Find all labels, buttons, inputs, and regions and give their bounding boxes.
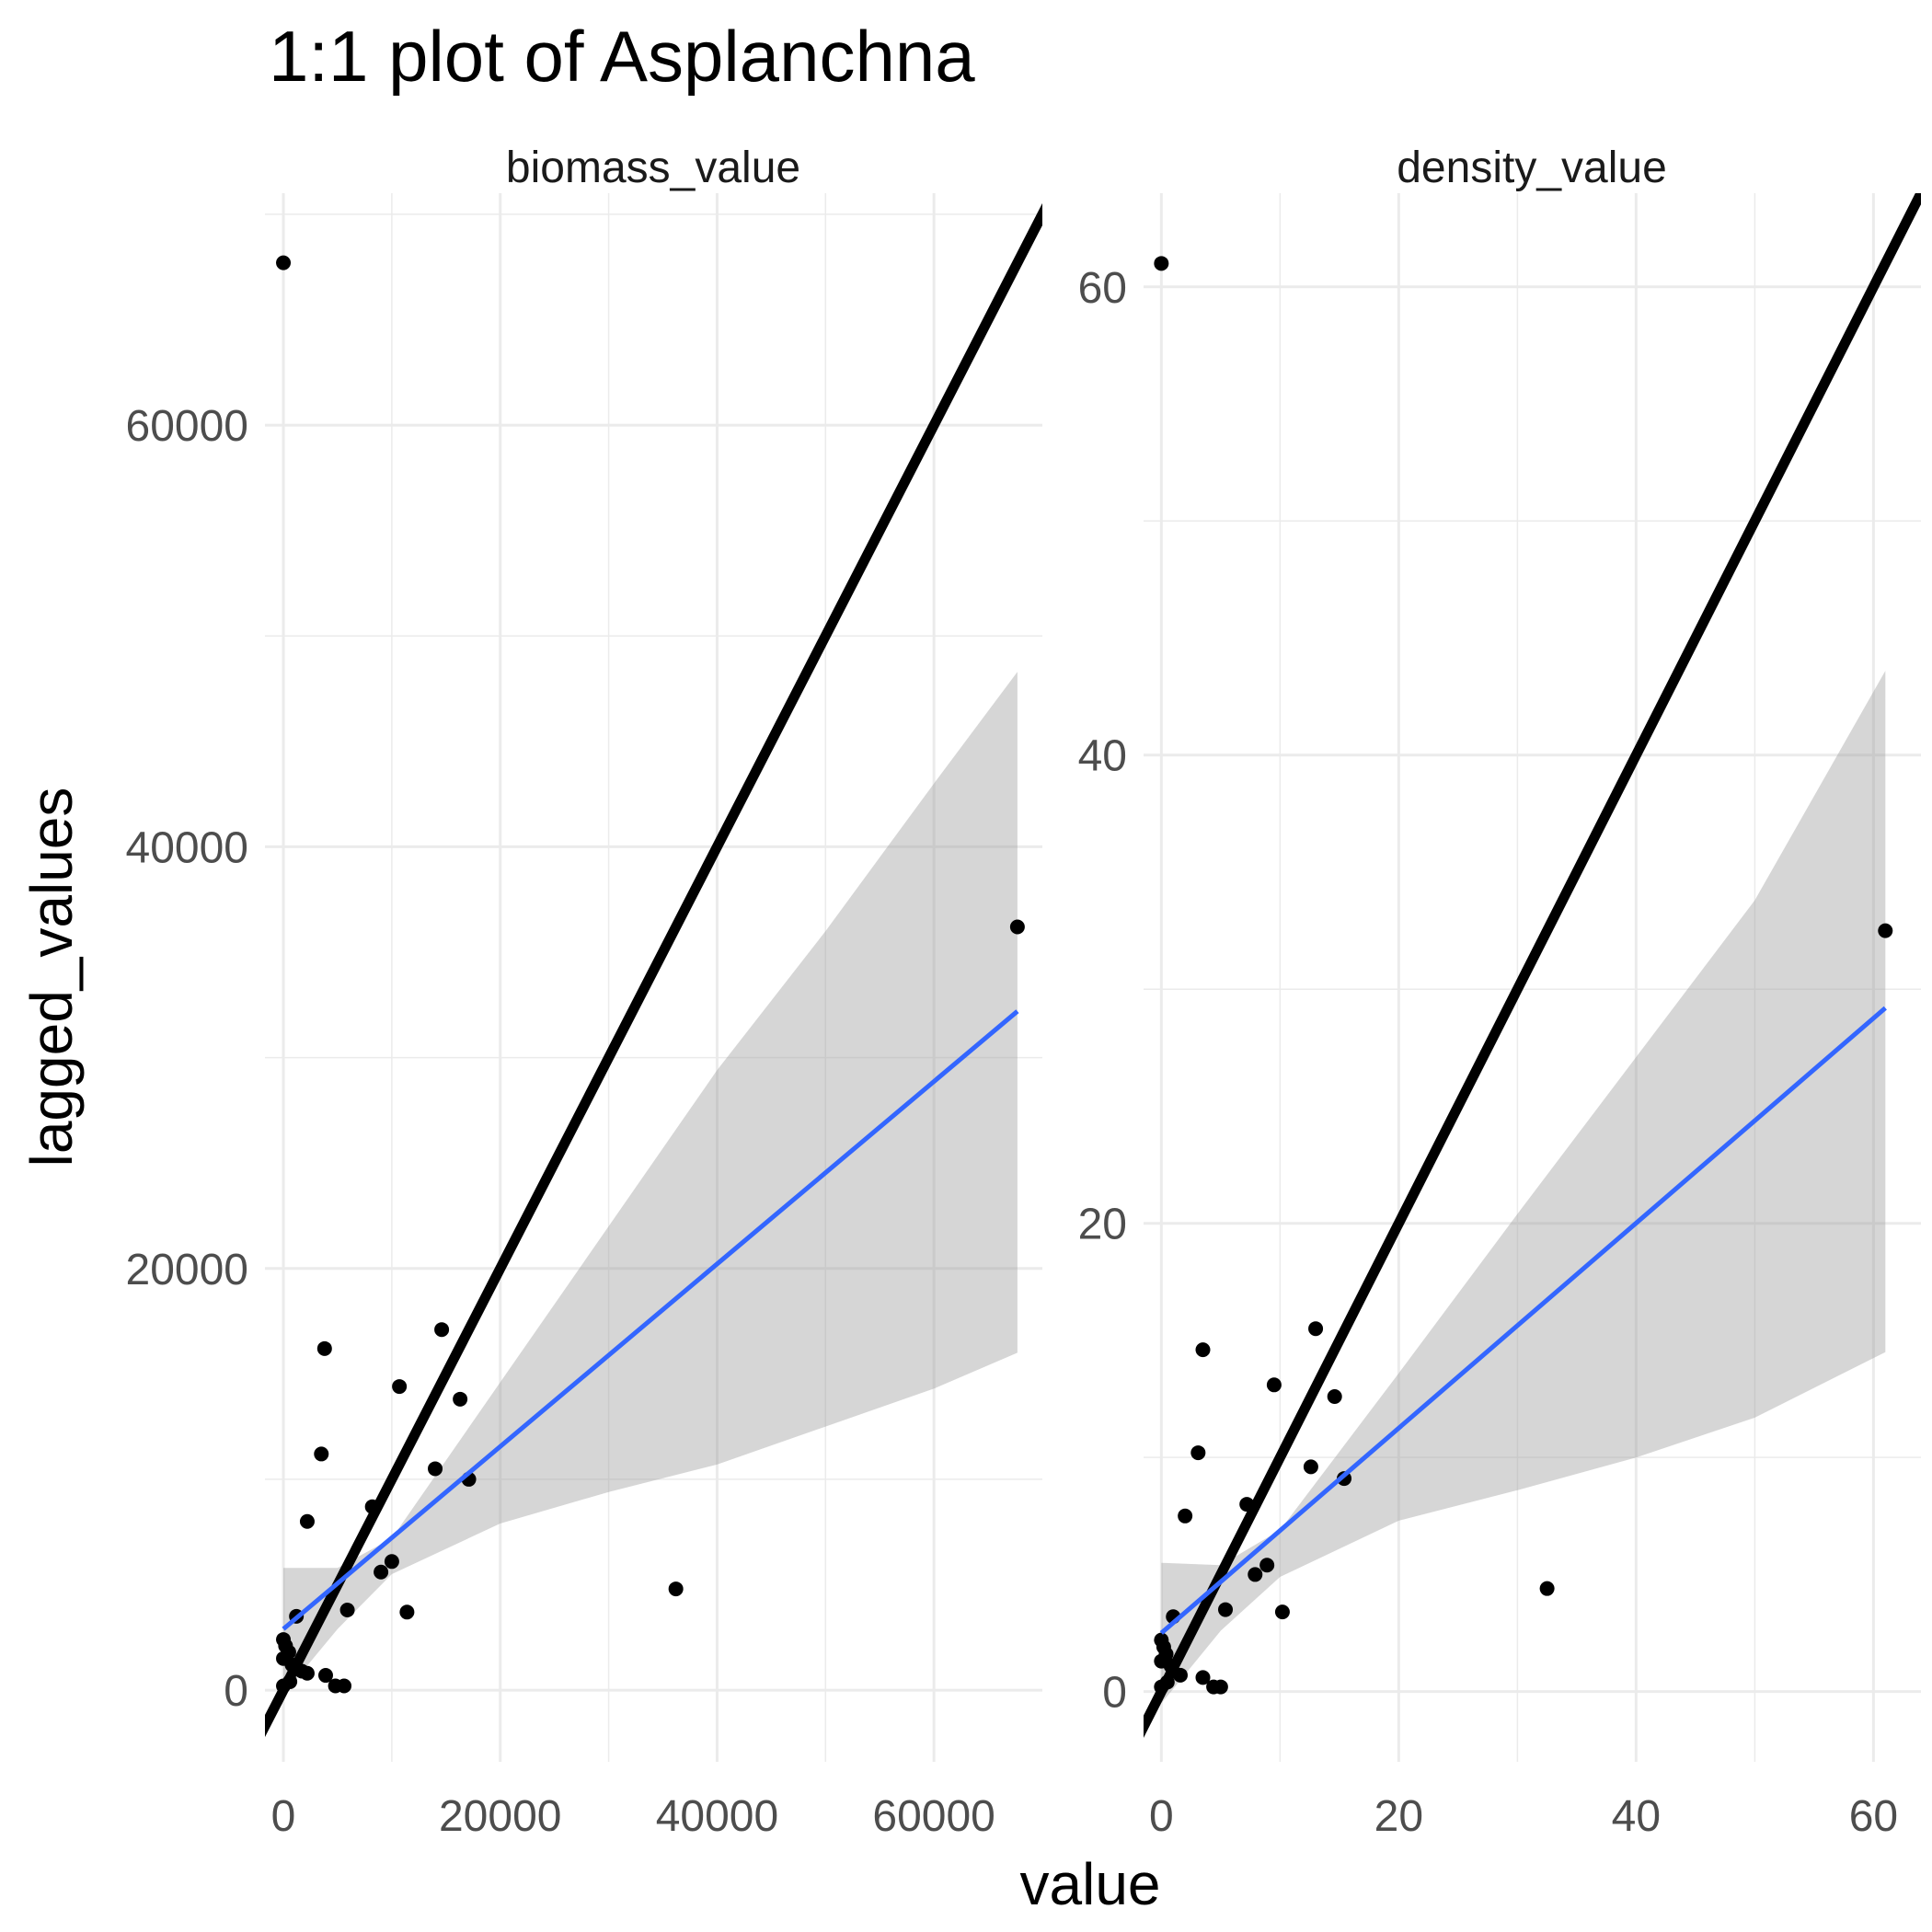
- y-tick-label: 20: [1078, 1201, 1127, 1249]
- data-point: [1259, 1558, 1275, 1573]
- data-point: [364, 1499, 380, 1514]
- x-tick-label: 20000: [439, 1792, 561, 1841]
- y-tick-label: 0: [224, 1667, 248, 1716]
- data-point: [1190, 1445, 1206, 1461]
- data-point: [384, 1554, 399, 1570]
- data-point: [1213, 1679, 1228, 1695]
- data-point: [1327, 1389, 1342, 1405]
- data-point: [1178, 1508, 1193, 1524]
- data-point: [399, 1604, 415, 1620]
- x-tick-label: 40000: [656, 1792, 778, 1841]
- data-point: [337, 1678, 352, 1694]
- x-tick-label: 0: [271, 1792, 296, 1841]
- data-point: [1274, 1604, 1290, 1620]
- data-point: [1303, 1459, 1318, 1475]
- data-point: [668, 1581, 684, 1597]
- data-point: [392, 1379, 408, 1395]
- identity-line: [1144, 193, 1921, 1738]
- data-point: [276, 255, 292, 270]
- data-point: [1159, 1674, 1175, 1690]
- x-tick-label: 0: [1149, 1792, 1174, 1841]
- data-point: [1195, 1670, 1211, 1685]
- facet-strip-label: density_value: [1397, 144, 1667, 192]
- grid-lines: [265, 193, 1042, 1762]
- x-tick-label: 40: [1612, 1792, 1661, 1841]
- y-tick-label: 40: [1078, 732, 1127, 781]
- data-point: [282, 1673, 298, 1689]
- data-point: [374, 1564, 389, 1580]
- x-tick-label: 20: [1374, 1792, 1423, 1841]
- data-point: [299, 1513, 315, 1529]
- data-point: [1154, 256, 1169, 271]
- facet-strip-label: biomass_value: [506, 144, 800, 192]
- data-point: [434, 1322, 450, 1338]
- data-point: [1195, 1342, 1211, 1358]
- data-point: [1308, 1321, 1324, 1337]
- data-point: [339, 1603, 355, 1617]
- identity-line: [265, 202, 1042, 1738]
- data-point: [1266, 1377, 1282, 1393]
- data-point: [453, 1391, 468, 1407]
- data-point: [1248, 1567, 1263, 1582]
- data-point: [316, 1340, 332, 1356]
- grid-lines: [1144, 193, 1921, 1762]
- y-tick-label: 0: [1102, 1669, 1127, 1718]
- data-point: [314, 1446, 329, 1462]
- data-point: [299, 1665, 315, 1681]
- x-tick-label: 60000: [872, 1792, 995, 1841]
- data-point: [1172, 1667, 1188, 1683]
- data-point: [1009, 919, 1025, 935]
- fit-line: [282, 1009, 1019, 1631]
- plot-area: [1144, 193, 1921, 1738]
- facet-panel-biomass: biomass_value 0 20000 40000 60000 0 20000 4000…: [126, 144, 1042, 1841]
- data-point: [1239, 1497, 1255, 1512]
- y-tick-label: 40000: [126, 823, 248, 872]
- data-point: [1163, 1658, 1179, 1673]
- fit-line: [1159, 1006, 1887, 1635]
- confidence-band: [283, 672, 1018, 1695]
- x-tick-label: 60: [1849, 1792, 1898, 1841]
- chart-title: 1:1 plot of Asplanchna: [269, 16, 975, 97]
- data-point: [317, 1668, 333, 1684]
- data-point: [428, 1461, 443, 1477]
- y-tick-label: 20000: [126, 1246, 248, 1294]
- y-tick-label: 60: [1078, 264, 1127, 313]
- data-point: [1539, 1581, 1555, 1596]
- plot-area: [265, 202, 1042, 1738]
- data-point: [1218, 1602, 1234, 1617]
- y-tick-label: 60000: [126, 402, 248, 451]
- facet-panel-density: density_value 0 20 40 60 0 20 40 60: [1078, 144, 1921, 1841]
- confidence-band: [1161, 671, 1886, 1704]
- y-axis-title: lagged_values: [18, 788, 85, 1167]
- data-point: [1878, 923, 1893, 938]
- x-axis-title: value: [1020, 1851, 1161, 1917]
